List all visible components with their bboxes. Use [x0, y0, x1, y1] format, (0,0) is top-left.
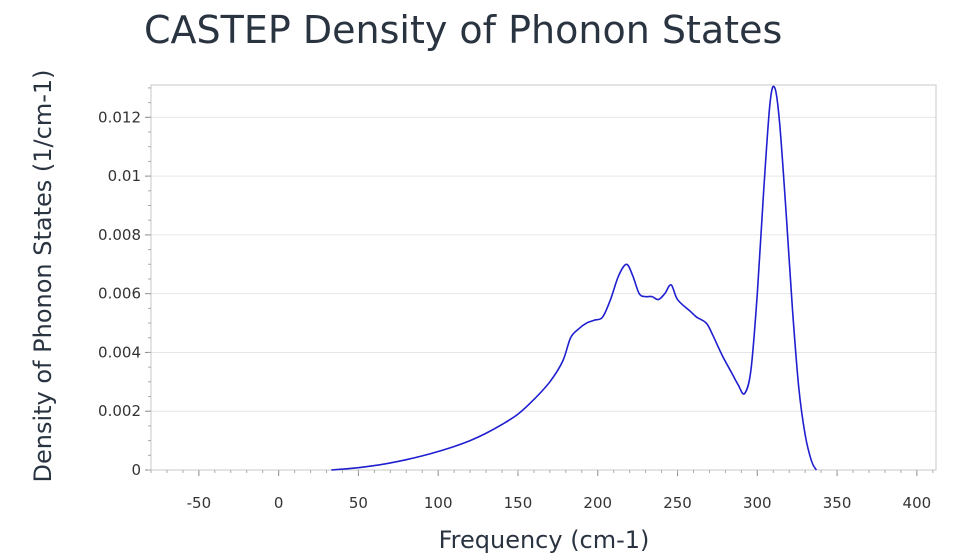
x-tick-label: 200 — [583, 494, 612, 512]
x-tick-label: 0 — [274, 494, 284, 512]
x-tick-label: 150 — [504, 494, 533, 512]
y-tick-label: 0.006 — [98, 285, 141, 303]
x-tick-label: 100 — [424, 494, 453, 512]
x-tick-label: 300 — [743, 494, 772, 512]
x-axis-label: Frequency (cm-1) — [438, 526, 650, 554]
y-tick-label: 0.012 — [98, 108, 141, 126]
y-tick-label: 0.004 — [98, 343, 141, 361]
chart-title: CASTEP Density of Phonon States — [144, 8, 783, 52]
x-tick-label: -50 — [187, 494, 212, 512]
y-tick-label: 0.002 — [98, 402, 141, 420]
y-tick-label: 0.008 — [98, 226, 141, 244]
x-tick-label: 350 — [823, 494, 852, 512]
x-tick-label: 250 — [663, 494, 692, 512]
plot-frame — [150, 84, 937, 471]
y-tick-label: 0.01 — [108, 167, 141, 185]
series-line-dos — [331, 85, 818, 471]
x-tick-label: 400 — [903, 494, 932, 512]
y-tick-label: 0 — [131, 461, 141, 479]
x-tick-label: 50 — [349, 494, 368, 512]
